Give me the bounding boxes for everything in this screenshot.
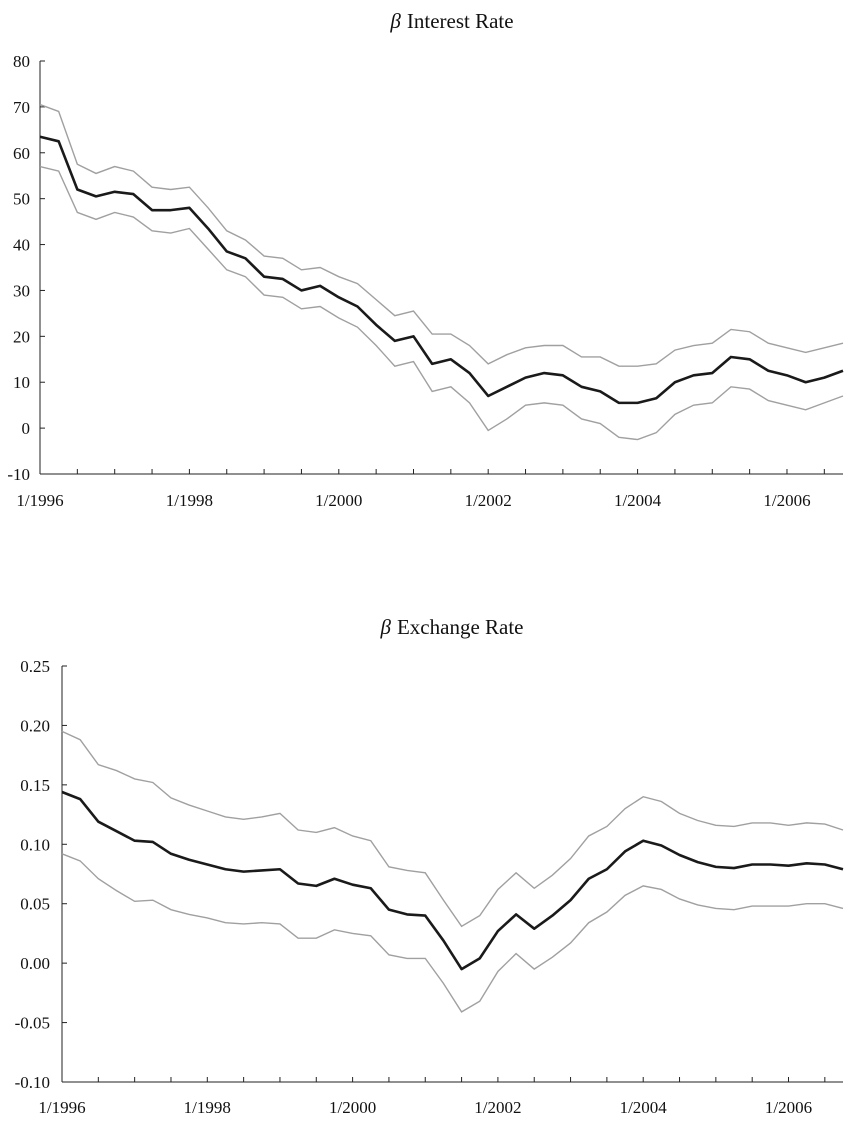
y-tick-label: 80: [13, 52, 30, 71]
upper-line: [39, 103, 844, 367]
y-tick-label: 0: [22, 419, 31, 438]
exchange-rate-chart: β Exchange Rate -0.10 -0.05 0.00 0.05 0.10 0.1…: [15, 615, 844, 1117]
y-tick-label: 50: [13, 190, 30, 209]
axes: -10 0 10 20 30 40 50 60 70 80 1/1996 1/1998 1/2000 1/…: [7, 52, 843, 510]
axes: -0.10 -0.05 0.00 0.05 0.10 0.15 0.20 0.25 1/1996…: [15, 657, 843, 1117]
y-tick-label: -10: [7, 465, 30, 484]
estimate-line: [61, 790, 844, 971]
x-tick-label: 1/2006: [765, 1098, 812, 1117]
y-tick-label: 60: [13, 144, 30, 163]
x-tick-label: 1/1996: [16, 491, 63, 510]
x-tick-label: 1/2000: [315, 491, 362, 510]
y-tick-label: -0.10: [15, 1073, 50, 1092]
x-tick-label: 1/2000: [329, 1098, 376, 1117]
lower-line: [61, 853, 844, 1013]
chart-title-text: Interest Rate: [407, 9, 514, 33]
y-tick-label: 70: [13, 98, 30, 117]
y-tick-label: 0.05: [20, 895, 50, 914]
y-tick-label: -0.05: [15, 1014, 50, 1033]
y-tick-label: 10: [13, 373, 30, 392]
y-tick-label: 40: [13, 236, 30, 255]
chart-title-text: Exchange Rate: [397, 615, 524, 639]
series-layer: [39, 103, 844, 441]
beta-symbol: β: [389, 9, 401, 33]
y-tick-label: 0.20: [20, 716, 50, 735]
y-tick-label: 30: [13, 281, 30, 300]
upper-line: [61, 730, 844, 928]
y-tick-label: 0.15: [20, 776, 50, 795]
series-layer: [61, 730, 844, 1013]
x-tick-label: 1/2006: [763, 491, 810, 510]
x-tick-label: 1/1998: [166, 491, 213, 510]
x-tick-label: 1/2004: [620, 1098, 668, 1117]
x-tick-label: 1/1998: [184, 1098, 231, 1117]
y-tick-label: 0.25: [20, 657, 50, 676]
lower-line: [39, 165, 844, 441]
x-tick-label: 1/1996: [38, 1098, 85, 1117]
chart-title: β Exchange Rate: [380, 615, 524, 639]
x-tick-label: 1/2004: [614, 491, 662, 510]
x-tick-label: 1/2002: [465, 491, 512, 510]
chart-title: β Interest Rate: [389, 9, 513, 33]
estimate-line: [39, 135, 844, 405]
x-tick-label: 1/2002: [474, 1098, 521, 1117]
y-tick-label: 0.00: [20, 954, 50, 973]
interest-rate-chart: β Interest Rate -10 0 10 20 30 40 50 60 70 80 1/199…: [7, 9, 844, 510]
beta-symbol: β: [380, 615, 392, 639]
y-tick-label: 0.10: [20, 835, 50, 854]
y-tick-label: 20: [13, 327, 30, 346]
